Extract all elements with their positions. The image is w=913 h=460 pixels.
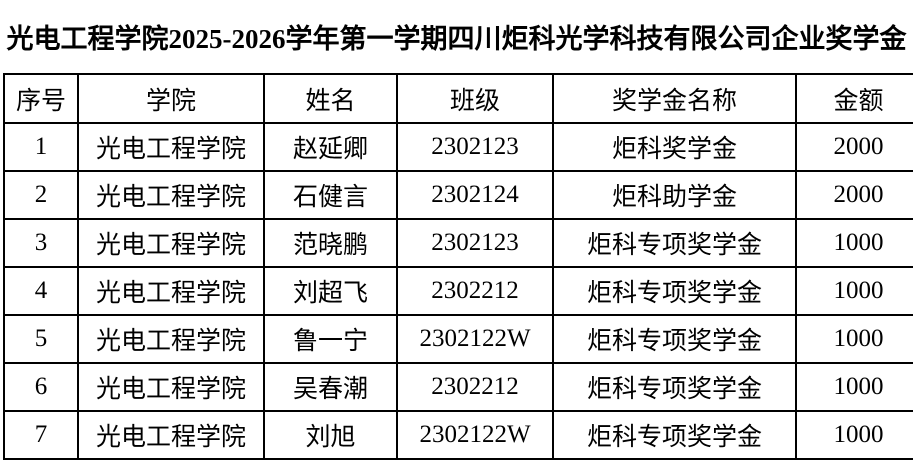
cell-college: 光电工程学院 [77,170,265,220]
column-header-amount: 金额 [795,73,913,124]
table-row: 6 光电工程学院 吴春潮 2302212 炬科专项奖学金 1000 [3,362,913,412]
cell-class: 2302122W [396,410,554,460]
column-header-college: 学院 [77,73,265,124]
table-row: 5 光电工程学院 鲁一宁 2302122W 炬科专项奖学金 1000 [3,314,913,364]
cell-class: 2302122W [396,314,554,364]
cell-name: 范晓鹏 [263,218,398,268]
cell-index: 7 [3,410,79,460]
cell-scholarship: 炬科专项奖学金 [552,410,797,460]
cell-class: 2302212 [396,266,554,316]
scholarship-table: 序号 学院 姓名 班级 奖学金名称 金额 1 光电工程学院 赵延卿 230212… [3,73,913,460]
cell-college: 光电工程学院 [77,218,265,268]
column-header-scholarship: 奖学金名称 [552,73,797,124]
cell-scholarship: 炬科专项奖学金 [552,362,797,412]
cell-class: 2302123 [396,218,554,268]
cell-college: 光电工程学院 [77,266,265,316]
cell-college: 光电工程学院 [77,314,265,364]
cell-amount: 2000 [795,122,913,172]
column-header-index: 序号 [3,73,79,124]
table-row: 7 光电工程学院 刘旭 2302122W 炬科专项奖学金 1000 [3,410,913,460]
cell-index: 3 [3,218,79,268]
table-row: 1 光电工程学院 赵延卿 2302123 炬科奖学金 2000 [3,122,913,172]
cell-name: 刘超飞 [263,266,398,316]
cell-amount: 1000 [795,362,913,412]
cell-class: 2302212 [396,362,554,412]
cell-name: 鲁一宁 [263,314,398,364]
cell-index: 6 [3,362,79,412]
column-header-class: 班级 [396,73,554,124]
cell-college: 光电工程学院 [77,122,265,172]
cell-scholarship: 炬科专项奖学金 [552,218,797,268]
cell-amount: 2000 [795,170,913,220]
table-row: 2 光电工程学院 石健言 2302124 炬科助学金 2000 [3,170,913,220]
cell-index: 2 [3,170,79,220]
cell-class: 2302123 [396,122,554,172]
cell-amount: 1000 [795,314,913,364]
cell-name: 石健言 [263,170,398,220]
cell-amount: 1000 [795,218,913,268]
cell-index: 4 [3,266,79,316]
cell-college: 光电工程学院 [77,410,265,460]
cell-scholarship: 炬科专项奖学金 [552,266,797,316]
cell-scholarship: 炬科助学金 [552,170,797,220]
column-header-name: 姓名 [263,73,398,124]
cell-class: 2302124 [396,170,554,220]
table-header-row: 序号 学院 姓名 班级 奖学金名称 金额 [3,73,913,124]
cell-amount: 1000 [795,410,913,460]
cell-scholarship: 炬科奖学金 [552,122,797,172]
table-row: 3 光电工程学院 范晓鹏 2302123 炬科专项奖学金 1000 [3,218,913,268]
cell-index: 5 [3,314,79,364]
cell-name: 刘旭 [263,410,398,460]
cell-name: 吴春潮 [263,362,398,412]
table-body: 1 光电工程学院 赵延卿 2302123 炬科奖学金 2000 2 光电工程学院… [3,122,913,460]
cell-name: 赵延卿 [263,122,398,172]
cell-scholarship: 炬科专项奖学金 [552,314,797,364]
page-title: 光电工程学院2025-2026学年第一学期四川炬科光学科技有限公司企业奖学金 [6,24,907,54]
cell-amount: 1000 [795,266,913,316]
cell-index: 1 [3,122,79,172]
table-row: 4 光电工程学院 刘超飞 2302212 炬科专项奖学金 1000 [3,266,913,316]
cell-college: 光电工程学院 [77,362,265,412]
